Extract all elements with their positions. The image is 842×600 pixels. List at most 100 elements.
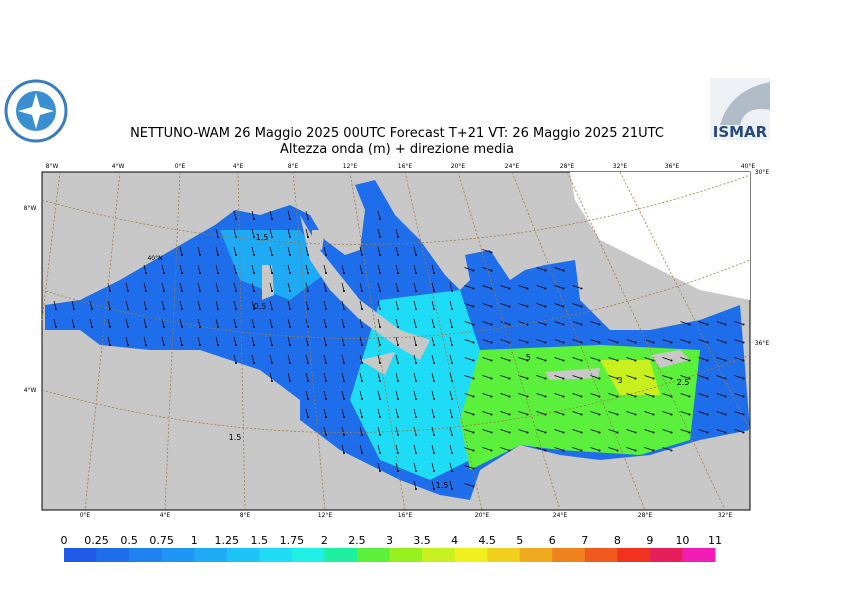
arrow-head xyxy=(706,323,709,326)
arrow xyxy=(341,318,345,328)
arrow xyxy=(395,228,399,238)
arrow-head xyxy=(325,362,327,364)
arrow xyxy=(269,300,273,310)
arrows xyxy=(53,210,745,490)
arrow xyxy=(323,246,327,256)
arrow-head xyxy=(397,434,399,436)
arrow xyxy=(626,429,636,433)
arrow-head xyxy=(724,395,727,398)
arrow xyxy=(125,282,129,292)
arrow xyxy=(287,300,291,310)
arrow-head xyxy=(199,308,201,310)
arrow-head xyxy=(544,341,547,344)
arrow-head xyxy=(397,236,399,238)
arrow xyxy=(251,246,255,256)
arrow xyxy=(143,300,147,310)
arrow-head xyxy=(433,398,435,400)
arrow-head xyxy=(325,344,327,346)
colorbar-label: 10 xyxy=(675,534,689,547)
arrow xyxy=(71,300,75,310)
arrow xyxy=(590,429,600,433)
arrow-head xyxy=(415,290,417,292)
colorbar-label: 1.75 xyxy=(280,534,305,547)
arrow xyxy=(143,318,147,328)
arrow xyxy=(554,267,564,271)
arrow xyxy=(377,210,381,220)
arrow xyxy=(482,285,492,289)
arrow xyxy=(359,390,363,400)
arrow xyxy=(500,357,510,361)
arrow xyxy=(125,336,129,346)
arrow-head xyxy=(235,362,237,364)
arrow-head xyxy=(325,416,327,418)
arrow-head xyxy=(562,395,565,398)
arrow-head xyxy=(544,431,547,434)
arrow xyxy=(449,354,453,364)
arrow-head xyxy=(415,326,417,328)
colorbar-box xyxy=(291,548,325,562)
arrow xyxy=(233,354,237,364)
arrow-head xyxy=(253,236,255,238)
arrow xyxy=(518,393,528,397)
arrow-head xyxy=(217,236,219,238)
arrow-head xyxy=(379,254,381,256)
colorbar-label: 4.5 xyxy=(478,534,496,547)
arrow-head xyxy=(271,290,273,292)
arrow-head xyxy=(742,395,745,398)
arrow xyxy=(341,408,345,418)
arrow-head xyxy=(235,254,237,256)
lon-label: 8°E xyxy=(288,163,299,170)
arrow-head xyxy=(397,254,399,256)
arrow-head xyxy=(724,413,727,416)
arrow xyxy=(572,303,582,307)
colorbar-box xyxy=(682,548,716,562)
arrow-head xyxy=(490,269,493,272)
lon-label: 20°E xyxy=(475,512,490,519)
arrow-head xyxy=(451,398,453,400)
arrow xyxy=(536,375,546,379)
contour-label: 0.5 xyxy=(254,302,267,311)
arrow xyxy=(680,429,690,433)
arrow xyxy=(179,300,183,310)
arrow-head xyxy=(598,341,601,344)
arrow-head xyxy=(508,287,511,290)
arrow xyxy=(431,462,435,472)
arrow-head xyxy=(490,287,493,290)
arrow xyxy=(536,429,546,433)
arrow-head xyxy=(472,395,475,398)
arrow xyxy=(305,264,309,274)
arrow xyxy=(734,393,744,397)
arrow-head xyxy=(289,290,291,292)
arrow xyxy=(179,336,183,346)
arrow-head xyxy=(451,344,453,346)
arrow xyxy=(698,429,708,433)
arrow-head xyxy=(397,290,399,292)
arrow xyxy=(359,408,363,418)
arrow xyxy=(341,372,345,382)
arrow-head xyxy=(361,344,363,346)
arrow-head xyxy=(415,254,417,256)
arrow-head xyxy=(325,434,327,436)
arrow xyxy=(626,411,636,415)
arrow xyxy=(518,429,528,433)
arrow xyxy=(590,321,600,325)
arrow-head xyxy=(307,236,309,238)
lon-label: 32°E xyxy=(718,512,733,519)
arrow xyxy=(305,354,309,364)
arrow-head xyxy=(433,434,435,436)
arrow-head xyxy=(361,308,363,310)
colorbar-label: 7 xyxy=(581,534,588,547)
arrow-head xyxy=(634,395,637,398)
arrow-head xyxy=(397,362,399,364)
arrow xyxy=(698,357,708,361)
arrow xyxy=(662,393,672,397)
contour-label: .5 xyxy=(523,353,531,362)
arrow xyxy=(464,393,474,397)
arrow-head xyxy=(652,377,655,380)
lon-label: 12°E xyxy=(343,163,358,170)
arrow-head xyxy=(415,272,417,274)
arrow xyxy=(341,282,345,292)
arrow-head xyxy=(289,308,291,310)
arrow xyxy=(572,393,582,397)
